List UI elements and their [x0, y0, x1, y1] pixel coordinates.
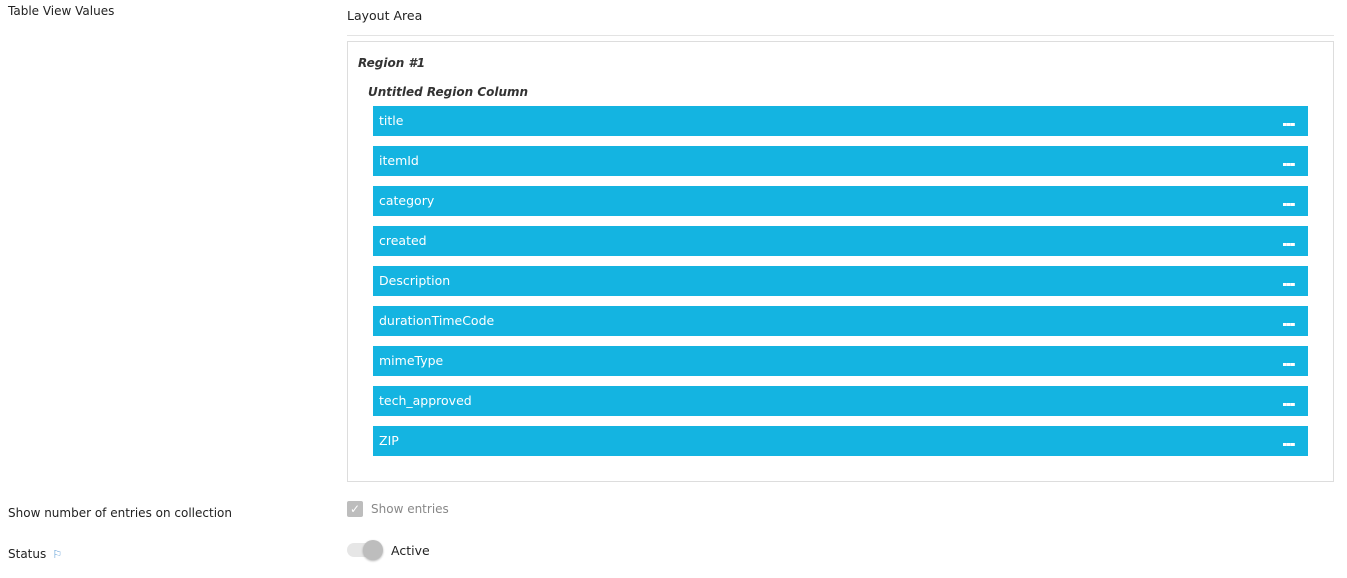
field-item[interactable]: category — [373, 186, 1308, 216]
more-options-icon[interactable] — [1283, 283, 1295, 286]
field-label: ZIP — [379, 433, 399, 448]
region-column-title: Untitled Region Column — [368, 85, 529, 99]
field-item[interactable]: durationTimeCode — [373, 306, 1308, 336]
table-view-values-label: Table View Values — [8, 4, 115, 18]
show-number-label: Show number of entries on collection — [8, 506, 232, 520]
field-item[interactable]: tech_approved — [373, 386, 1308, 416]
field-item[interactable]: title — [373, 106, 1308, 136]
more-options-icon[interactable] — [1283, 363, 1295, 366]
field-label: tech_approved — [379, 393, 472, 408]
show-entries-checkbox[interactable]: ✓ — [347, 501, 363, 517]
more-options-icon[interactable] — [1283, 443, 1295, 446]
status-value: Active — [391, 543, 430, 558]
more-options-icon[interactable] — [1283, 323, 1295, 326]
field-label: itemId — [379, 153, 419, 168]
more-options-icon[interactable] — [1283, 403, 1295, 406]
region-box: Region #1 Untitled Region Column title it… — [347, 41, 1334, 482]
more-options-icon[interactable] — [1283, 163, 1295, 166]
more-options-icon[interactable] — [1283, 123, 1295, 126]
field-label: created — [379, 233, 427, 248]
field-label: category — [379, 193, 435, 208]
more-options-icon[interactable] — [1283, 243, 1295, 246]
field-item[interactable]: mimeType — [373, 346, 1308, 376]
divider — [347, 35, 1334, 36]
status-label: Status ⚐ — [8, 547, 62, 561]
layout-area-title: Layout Area — [347, 8, 423, 23]
check-icon: ✓ — [349, 502, 361, 516]
field-label: Description — [379, 273, 451, 288]
field-item[interactable]: created — [373, 226, 1308, 256]
field-item[interactable]: ZIP — [373, 426, 1308, 456]
flag-icon: ⚐ — [52, 548, 63, 561]
status-label-text: Status — [8, 547, 47, 561]
field-item[interactable]: itemId — [373, 146, 1308, 176]
show-entries-label: Show entries — [371, 502, 449, 516]
field-item[interactable]: Description — [373, 266, 1308, 296]
field-label: mimeType — [379, 353, 444, 368]
field-label: title — [379, 113, 404, 128]
status-toggle-knob[interactable] — [363, 540, 383, 560]
field-label: durationTimeCode — [379, 313, 495, 328]
more-options-icon[interactable] — [1283, 203, 1295, 206]
region-title: Region #1 — [358, 56, 426, 70]
